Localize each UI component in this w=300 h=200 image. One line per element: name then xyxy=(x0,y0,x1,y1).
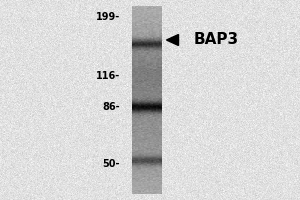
Text: 199-: 199- xyxy=(96,12,120,22)
Text: BAP3: BAP3 xyxy=(194,32,238,47)
Text: 116-: 116- xyxy=(96,71,120,81)
Polygon shape xyxy=(167,34,178,45)
Text: 86-: 86- xyxy=(102,102,120,112)
Text: 50-: 50- xyxy=(103,159,120,169)
